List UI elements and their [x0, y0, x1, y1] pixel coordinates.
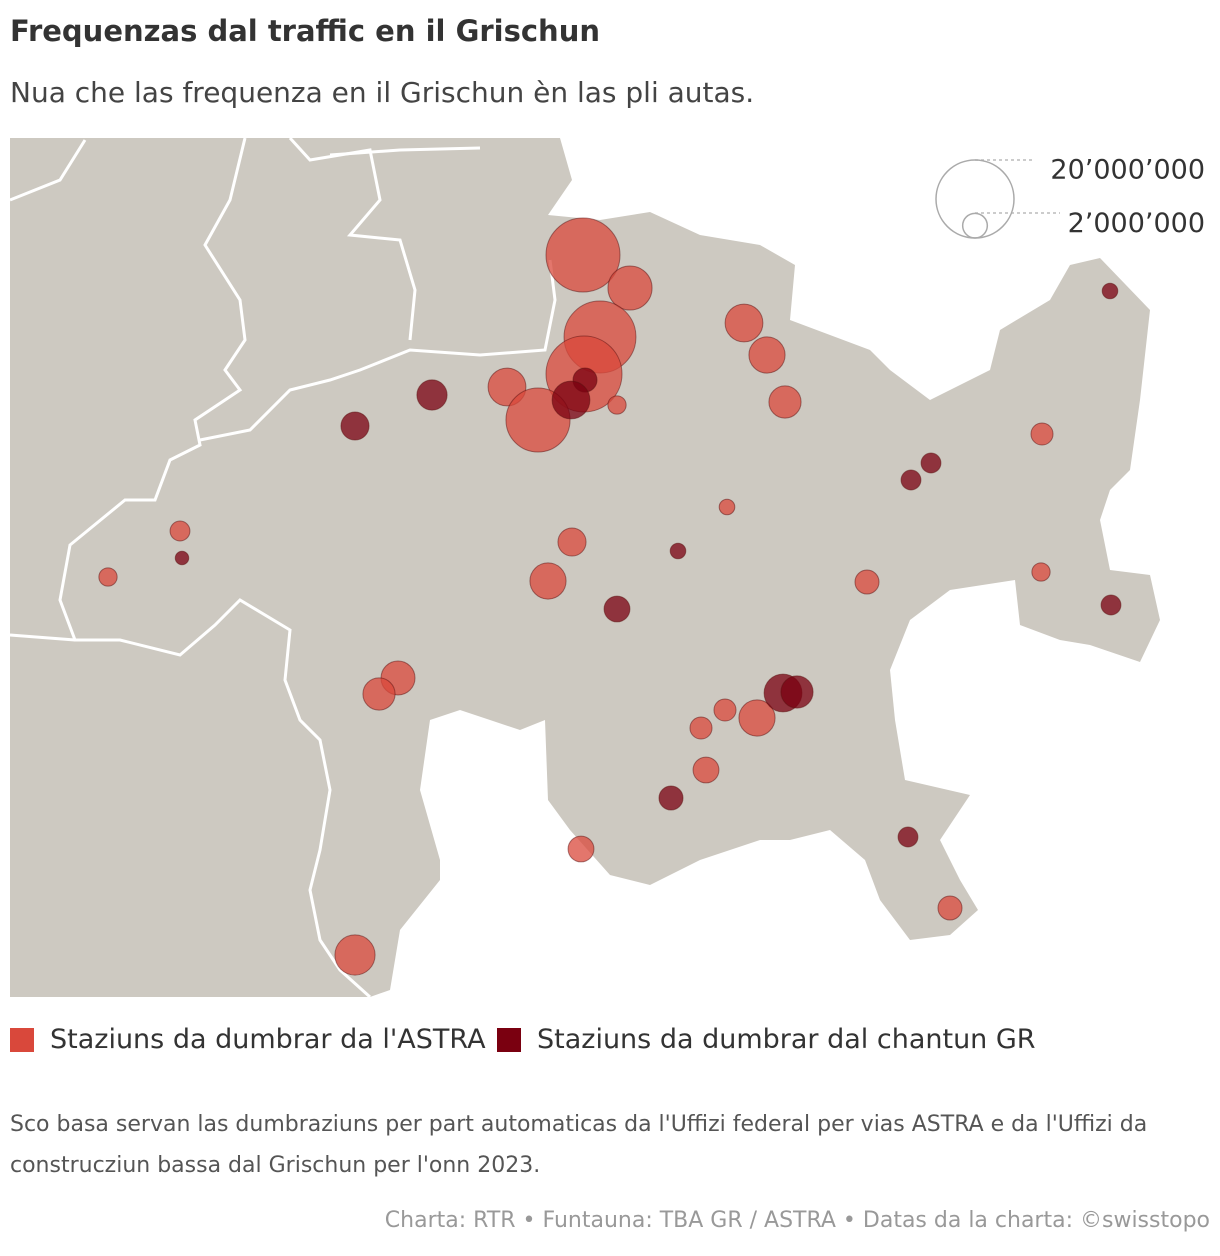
station-bubble	[1101, 282, 1119, 300]
size-legend	[975, 159, 1060, 214]
station-bubble	[545, 217, 621, 293]
subtitle: Nua che las frequenza en il Grischun èn …	[10, 76, 755, 109]
legend-item: Staziuns da dumbrar dal chantun GR	[497, 1024, 1036, 1055]
station-bubble	[557, 527, 587, 557]
station-bubble	[724, 303, 764, 343]
legend-label: Staziuns da dumbrar da l'ASTRA	[50, 1024, 486, 1055]
station-bubble	[340, 411, 370, 441]
land	[10, 138, 1160, 997]
station-bubble	[738, 699, 776, 737]
legend-label: Staziuns da dumbrar dal chantun GR	[537, 1024, 1036, 1055]
station-bubble	[718, 498, 736, 516]
station-bubble	[689, 716, 713, 740]
station-bubble	[748, 336, 786, 374]
station-bubble	[1031, 562, 1051, 582]
station-bubble	[937, 895, 963, 921]
station-bubble	[1030, 422, 1054, 446]
station-bubble	[1100, 594, 1122, 616]
station-bubble	[658, 785, 684, 811]
legend-swatch	[10, 1027, 34, 1052]
station-bubble	[529, 562, 567, 600]
station-bubble	[174, 550, 190, 566]
station-bubble	[607, 395, 627, 415]
legend-swatch	[497, 1027, 521, 1052]
size-legend-circle	[935, 159, 1015, 239]
size-legend-circle	[961, 212, 989, 239]
station-bubble	[920, 452, 942, 474]
station-bubble	[669, 542, 687, 560]
station-bubble	[98, 567, 118, 587]
station-bubble	[854, 569, 880, 595]
borders	[9, 136, 557, 999]
station-bubble	[416, 379, 448, 411]
station-bubble	[603, 595, 631, 623]
station-bubble	[900, 469, 922, 491]
note: Sco basa servan las dumbraziuns per part…	[10, 1112, 1148, 1178]
size-legend-label: 2’000’000	[1068, 208, 1205, 239]
station-bubble	[713, 698, 737, 722]
station-bubble	[692, 756, 720, 784]
station-bubble	[362, 677, 396, 711]
station-bubble	[169, 520, 191, 542]
legend-item: Staziuns da dumbrar da l'ASTRA	[10, 1024, 486, 1055]
station-bubble	[780, 675, 814, 709]
station-bubble	[334, 934, 376, 976]
station-bubble	[567, 835, 595, 863]
station-bubble	[551, 380, 591, 420]
source: Charta: RTR • Funtauna: TBA GR / ASTRA •…	[384, 1208, 1210, 1233]
station-bubble	[768, 385, 802, 419]
station-bubble	[607, 265, 653, 311]
station-bubble	[897, 826, 919, 848]
size-legend-label: 20’000’000	[1050, 155, 1205, 186]
title: Frequenzas dal traffic en il Grischun	[10, 14, 600, 48]
